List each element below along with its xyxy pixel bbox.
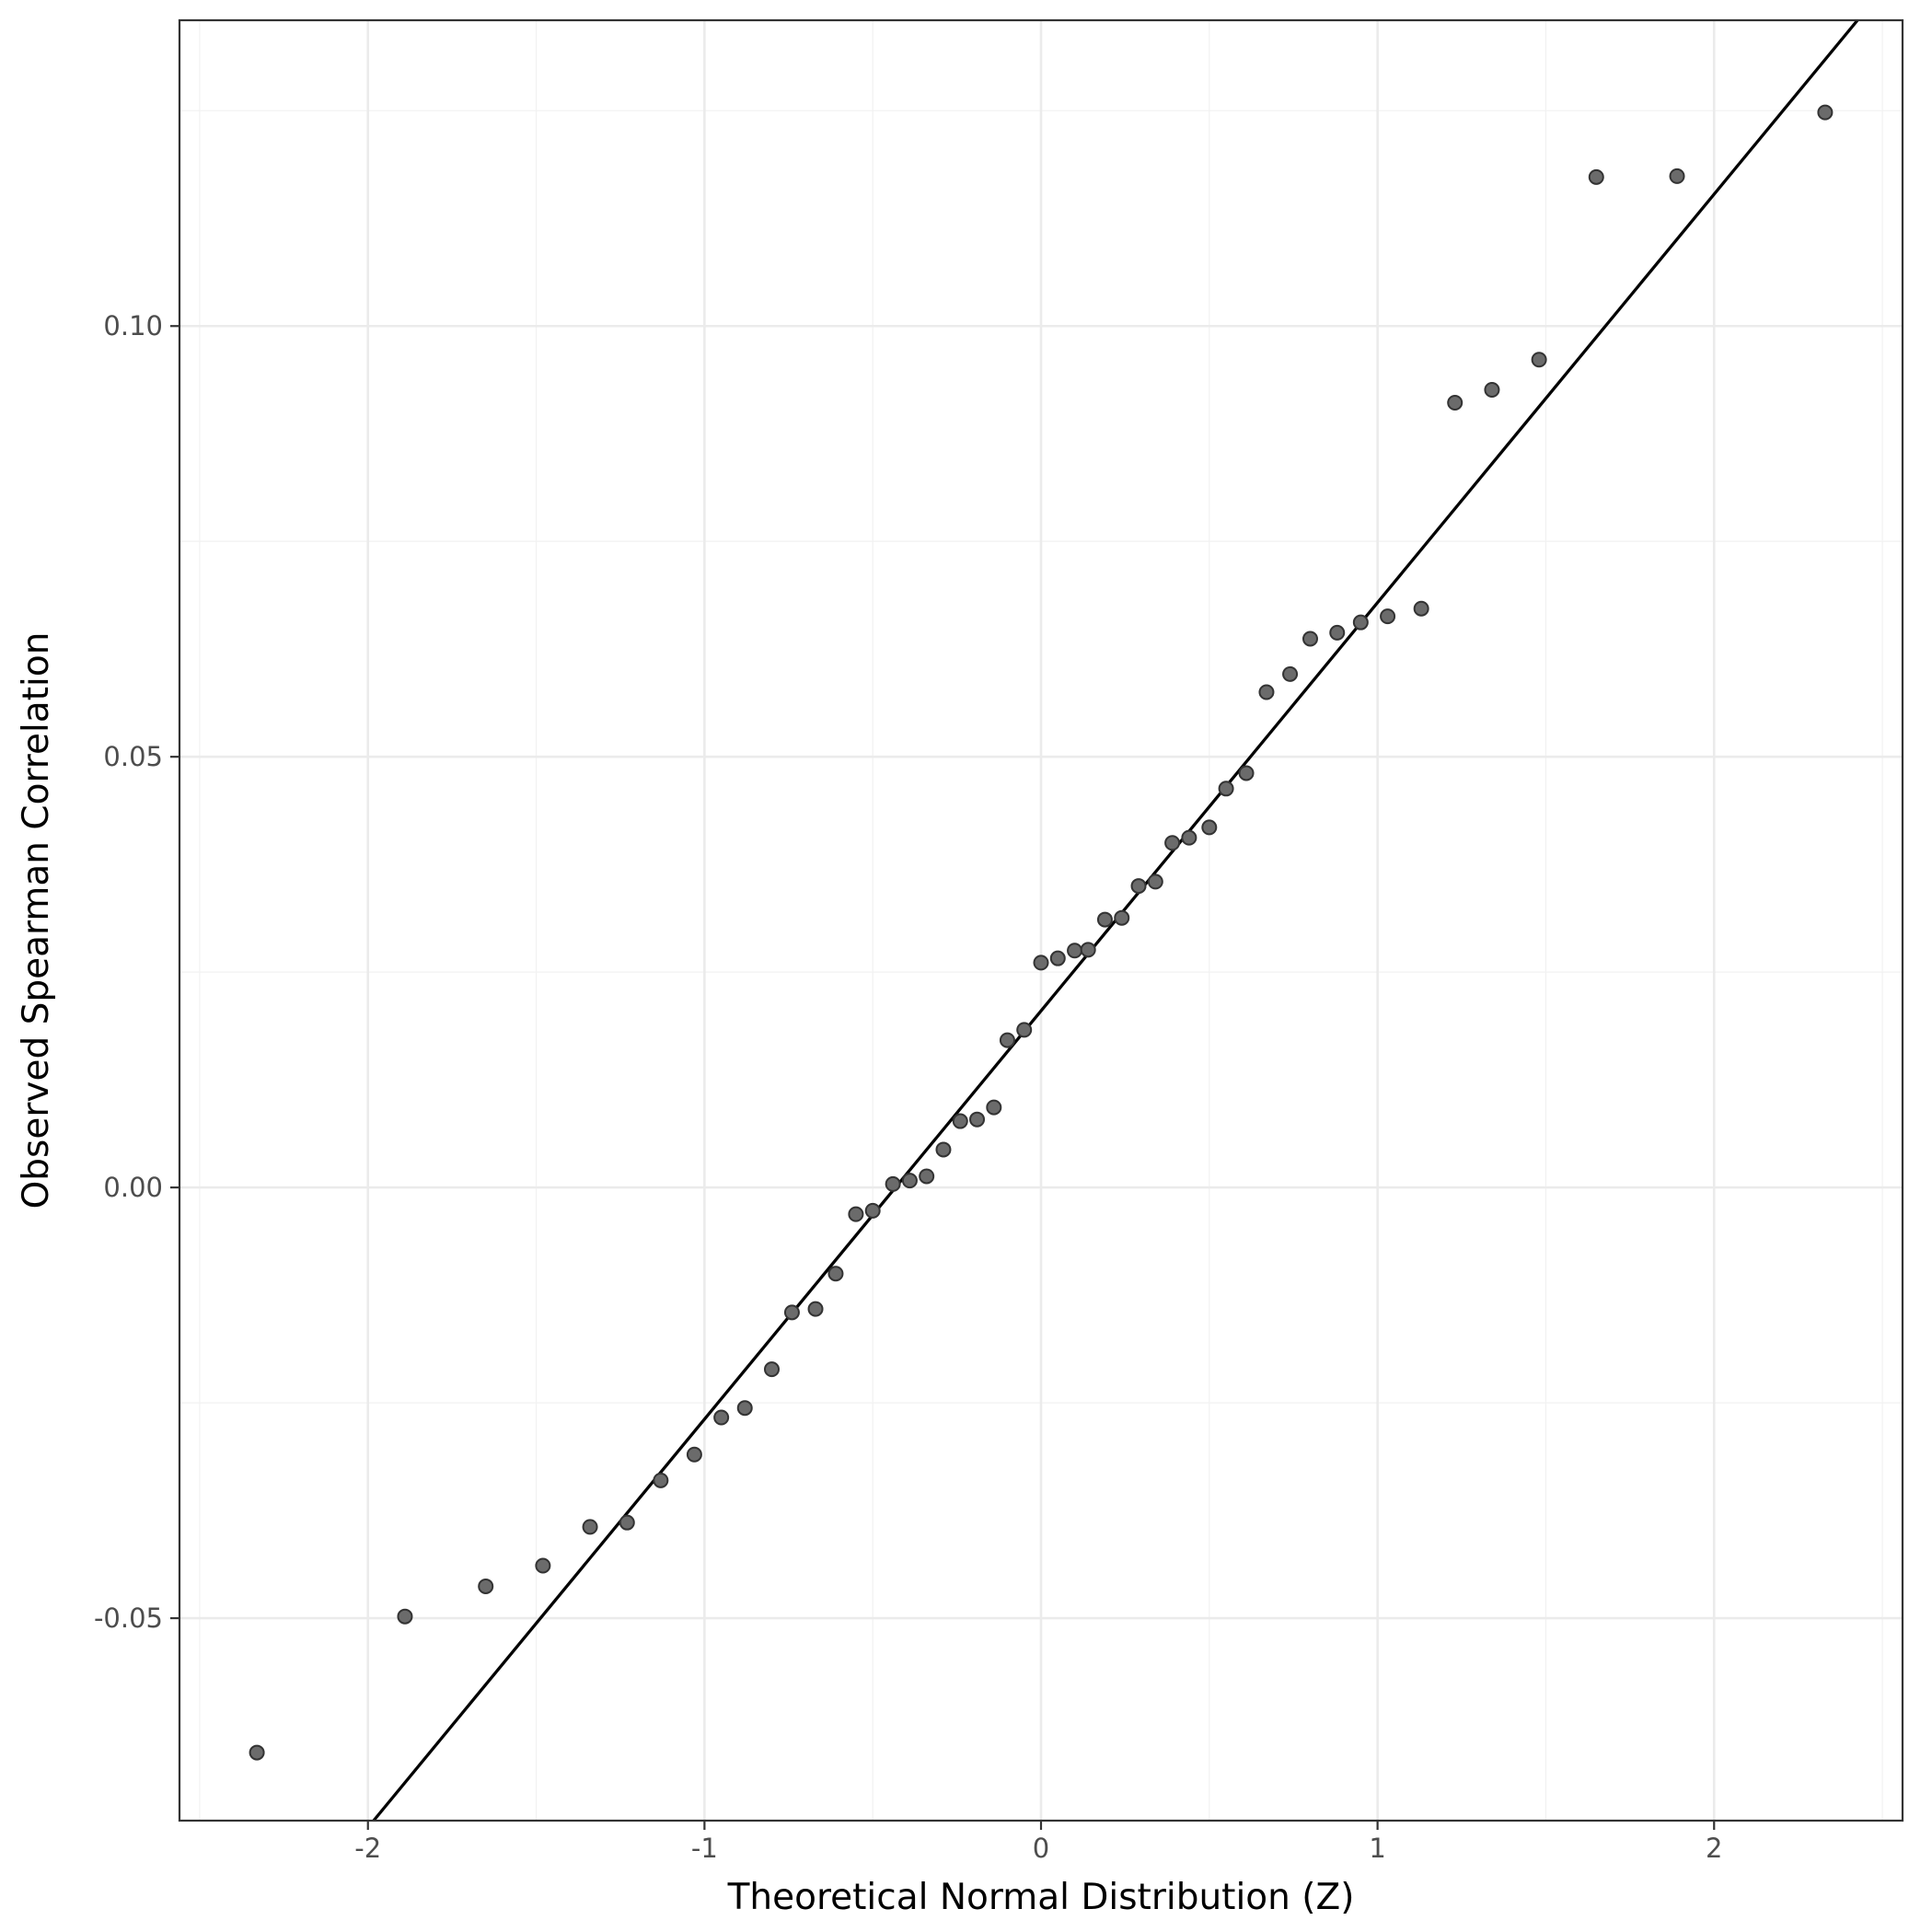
data-point — [1164, 835, 1181, 851]
data-point — [1302, 631, 1318, 647]
data-point — [807, 1301, 824, 1317]
data-point — [986, 1099, 1002, 1116]
data-point — [736, 1400, 753, 1417]
data-point — [901, 1173, 918, 1189]
x-tick-label: -2 — [354, 1833, 381, 1864]
y-tick-label: 0.05 — [103, 741, 163, 772]
data-point — [1114, 909, 1130, 926]
data-points — [249, 104, 1834, 1761]
y-tick-label: 0.00 — [103, 1172, 163, 1203]
data-point — [764, 1361, 780, 1378]
data-point — [1282, 665, 1299, 682]
x-axis-ticks: -2 -1 0 1 2 — [354, 1821, 1722, 1864]
data-point — [478, 1578, 494, 1594]
data-point — [1033, 954, 1049, 971]
data-point — [935, 1141, 952, 1158]
data-point — [1588, 168, 1604, 185]
data-point — [1352, 614, 1369, 631]
data-point — [1484, 381, 1500, 398]
data-point — [1258, 684, 1275, 700]
data-point — [1380, 608, 1396, 625]
data-point — [397, 1608, 413, 1625]
x-tick-label: 1 — [1369, 1833, 1385, 1864]
y-axis-ticks: -0.05 0.00 0.05 0.10 — [94, 310, 179, 1634]
data-point — [1147, 873, 1163, 890]
data-point — [1817, 104, 1834, 121]
data-point — [1238, 765, 1255, 781]
y-tick-label: -0.05 — [94, 1602, 163, 1634]
data-point — [1669, 168, 1685, 184]
data-point — [848, 1206, 864, 1222]
data-point — [653, 1472, 669, 1488]
data-point — [1531, 352, 1547, 368]
data-point — [249, 1744, 265, 1761]
data-point — [686, 1446, 702, 1463]
data-point — [1067, 943, 1083, 959]
data-point — [619, 1514, 635, 1531]
data-point — [1447, 395, 1463, 411]
data-point — [1096, 911, 1113, 928]
x-tick-label: -1 — [691, 1833, 718, 1864]
x-axis-title: Theoretical Normal Distribution (Z) — [727, 1877, 1355, 1918]
data-point — [1329, 624, 1346, 641]
y-axis-title: Observed Spearman Correlation — [16, 632, 57, 1209]
data-point — [1130, 878, 1147, 895]
x-tick-label: 0 — [1033, 1833, 1049, 1864]
data-point — [969, 1111, 986, 1128]
data-point — [713, 1409, 730, 1426]
data-point — [535, 1557, 551, 1574]
data-point — [1201, 819, 1218, 836]
major-gridlines — [179, 20, 1903, 1821]
data-point — [783, 1304, 800, 1321]
data-point — [1218, 781, 1234, 797]
data-point — [1049, 950, 1066, 966]
data-point — [1181, 829, 1197, 846]
data-point — [885, 1175, 901, 1192]
data-point — [952, 1113, 968, 1129]
x-tick-label: 2 — [1706, 1833, 1722, 1864]
data-point — [827, 1266, 844, 1282]
y-tick-label: 0.10 — [103, 310, 163, 341]
data-point — [582, 1519, 598, 1535]
data-point — [1080, 942, 1096, 958]
data-point — [864, 1202, 881, 1219]
data-point — [1413, 600, 1429, 617]
data-point — [1016, 1022, 1033, 1038]
data-point — [919, 1168, 935, 1185]
data-point — [999, 1032, 1015, 1048]
